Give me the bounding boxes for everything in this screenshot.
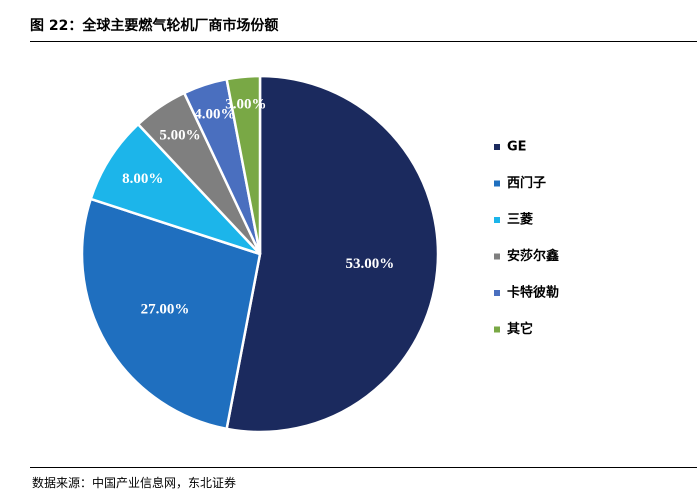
legend-label-3: 三菱 bbox=[507, 212, 533, 228]
pie-slice-labels: 53.00% 27.00% 8.00% 5.00% 4.00%3.00% bbox=[122, 97, 394, 318]
legend-label-4: 安莎尔鑫 bbox=[507, 248, 559, 264]
source-rule bbox=[30, 467, 697, 468]
legend-label-6: 其它 bbox=[507, 321, 533, 337]
legend-swatch-4 bbox=[494, 253, 500, 260]
legend-swatch-1 bbox=[494, 144, 500, 150]
pie-slices bbox=[80, 74, 440, 434]
slice-value-label-1: 53.00% bbox=[345, 256, 394, 272]
pie-slice-1 bbox=[225, 74, 440, 434]
legend-label-2: 西门子 bbox=[507, 175, 546, 191]
source-note: 数据来源：中国产业信息网，东北证券 bbox=[32, 476, 237, 490]
title-rule bbox=[30, 41, 697, 42]
slice-value-label-5: 4.00% bbox=[194, 107, 235, 123]
legend-label-1: GE bbox=[507, 140, 527, 155]
pie-slice-2 bbox=[80, 197, 262, 431]
slice-value-label-3: 8.00% bbox=[122, 171, 163, 187]
pie-slice-3 bbox=[89, 122, 261, 256]
legend-swatch-5 bbox=[494, 290, 500, 296]
pie-slice-6 bbox=[225, 74, 262, 255]
slice-value-label-4: 5.00% bbox=[159, 128, 200, 144]
slice-value-label-6: 3.00% bbox=[225, 97, 266, 113]
legend-label-5: 卡特彼勒 bbox=[507, 285, 559, 301]
legend-swatch-3 bbox=[494, 217, 500, 223]
figure-title: 图 22：全球主要燃气轮机厂商市场份额 bbox=[30, 18, 279, 34]
legend-swatch-6 bbox=[494, 326, 500, 333]
legend-swatch-2 bbox=[494, 180, 500, 187]
slice-value-label-2: 27.00% bbox=[141, 302, 190, 318]
